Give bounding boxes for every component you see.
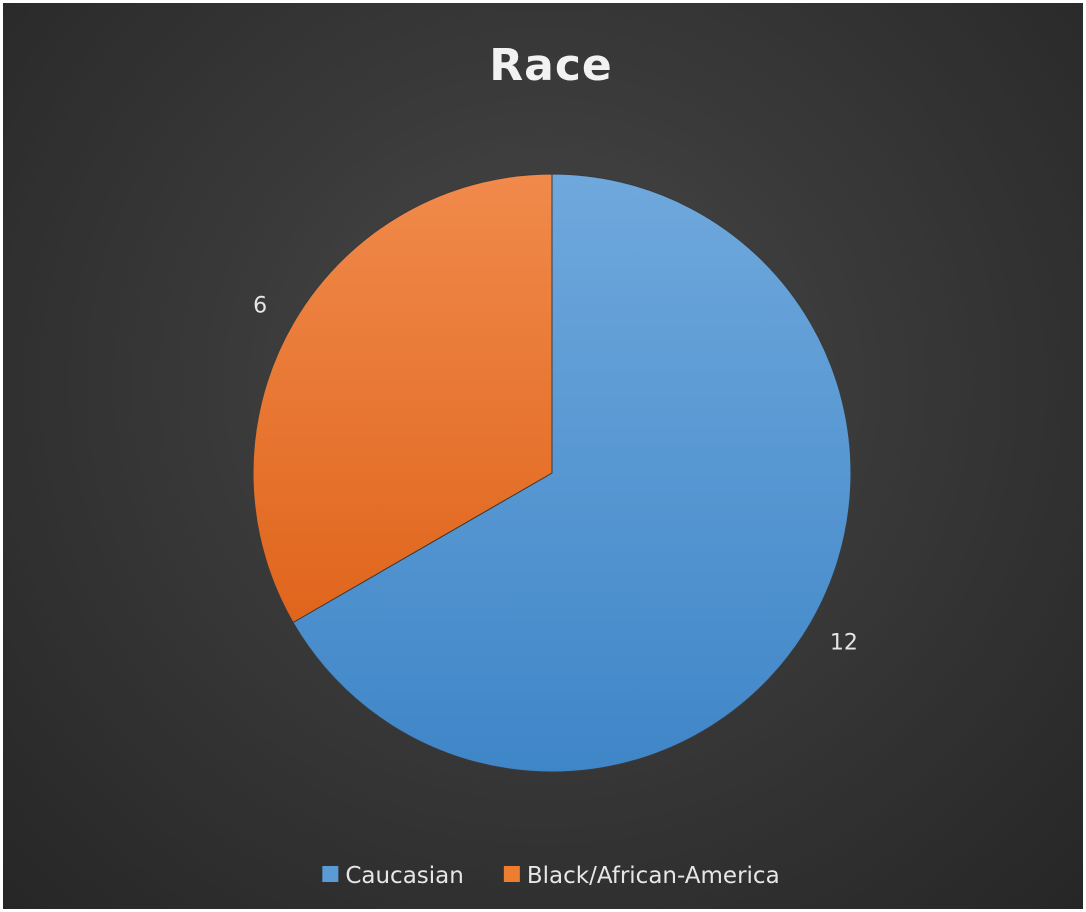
chart-area: Race 12 6 Caucasian Black/African-America	[3, 3, 1083, 909]
legend-label: Caucasian	[345, 863, 464, 889]
pie-chart: Race 12 6 Caucasian Black/African-America	[252, 40, 858, 889]
chart-title: Race	[489, 40, 613, 91]
data-labels: 12 6	[253, 294, 858, 656]
data-label: 6	[253, 294, 267, 319]
legend-item: Caucasian	[322, 863, 464, 889]
legend-label: Black/African-America	[527, 863, 780, 889]
legend-swatch	[503, 866, 520, 882]
legend-item: Black/African-America	[503, 863, 780, 889]
legend-swatch	[322, 866, 339, 882]
legend: Caucasian Black/African-America	[322, 863, 780, 889]
pie-slice-black-african-america	[252, 173, 553, 624]
pie-slices	[252, 173, 852, 773]
pie-slice-caucasian	[292, 173, 852, 773]
data-label: 12	[830, 631, 858, 656]
